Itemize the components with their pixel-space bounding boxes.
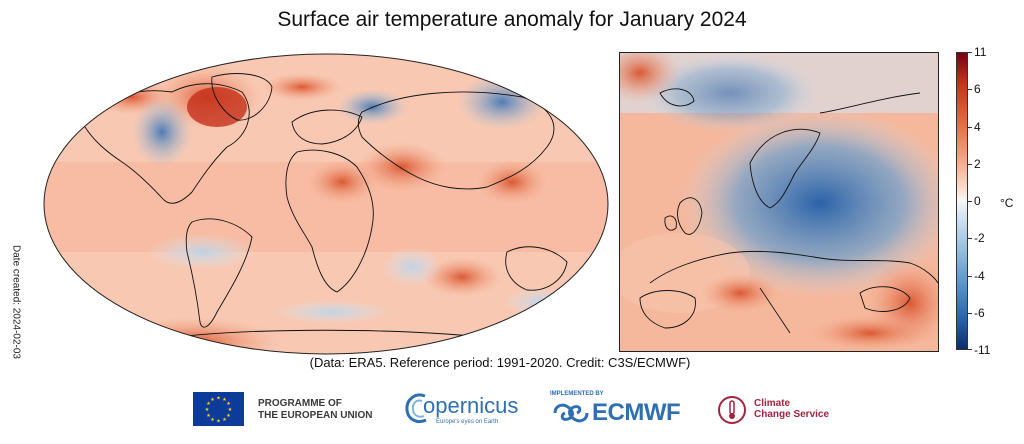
svg-text:★: ★ — [206, 401, 211, 407]
colorbar-tick-label: 0 — [974, 194, 981, 208]
eu-line-2: THE EUROPEAN UNION — [258, 410, 373, 421]
colorbar-unit: °C — [1000, 196, 1014, 210]
date-created-text: Date created: 2024-02-03 — [10, 245, 22, 359]
colorbar-tick-label: -4 — [974, 269, 985, 283]
data-credit-caption: (Data: ERA5. Reference period: 1991-2020… — [309, 355, 691, 370]
colorbar-tick-mark — [968, 349, 972, 350]
colorbar-tick-mark — [968, 52, 972, 53]
colorbar-tick-label: -2 — [974, 231, 985, 245]
thermometer-icon — [718, 396, 746, 424]
colorbar-tick-label: -6 — [974, 306, 985, 320]
date-created-label: Date created: 2024-02-03 — [8, 242, 24, 362]
colorbar-tick-mark — [968, 238, 972, 239]
colorbar-tick-mark — [968, 313, 972, 314]
colorbar-tick-mark — [968, 127, 972, 128]
europe-map-graphic — [620, 53, 938, 351]
ecmwf-wave-icon — [553, 403, 589, 423]
eu-line-1: PROGRAMME OF — [258, 398, 342, 409]
svg-text:★: ★ — [216, 396, 221, 402]
copernicus-tagline: Europe's eyes on Earth — [436, 419, 499, 425]
europe-anomaly-map — [619, 52, 939, 352]
ecmwf-wordmark: ECMWF — [592, 399, 681, 426]
colorbar-tick-mark — [968, 89, 972, 90]
colorbar-tick-mark — [968, 164, 972, 165]
c3s-logo: Climate Change Service — [716, 392, 856, 428]
svg-text:★: ★ — [222, 397, 227, 403]
svg-text:★: ★ — [226, 401, 231, 407]
copernicus-c-icon — [405, 393, 427, 424]
colorbar-tick-mark — [968, 276, 972, 277]
colorbar-tick-label: 4 — [974, 120, 981, 134]
colorbar-tick-label: 11 — [974, 45, 987, 59]
svg-text:★: ★ — [226, 413, 231, 419]
colorbar-tick-label: 6 — [974, 82, 981, 96]
eu-programme-text: PROGRAMME OF THE EUROPEAN UNION — [258, 398, 372, 422]
colorbar-tick-label: -11 — [974, 343, 991, 357]
svg-text:★: ★ — [210, 417, 215, 423]
c3s-line-1: Climate — [754, 398, 791, 409]
svg-text:★: ★ — [222, 417, 227, 423]
svg-text:★: ★ — [216, 419, 221, 425]
copernicus-logo: opernicus Europe's eyes on Earth — [403, 390, 518, 430]
c3s-line-2: Change Service — [754, 409, 830, 420]
copernicus-wordmark: opernicus — [423, 393, 519, 418]
svg-text:★: ★ — [205, 407, 210, 413]
logo-bar: ★ ★ ★ ★ ★ ★ ★ ★ ★ ★ ★ ★ PROGRAMME OF THE… — [0, 388, 1024, 434]
svg-text:★: ★ — [228, 407, 233, 413]
colorbar — [956, 52, 968, 350]
eu-flag-logo: ★ ★ ★ ★ ★ ★ ★ ★ ★ ★ ★ ★ — [193, 392, 244, 426]
colorbar-gradient — [957, 53, 967, 349]
ecmwf-implemented-by: IMPLEMENTED BY — [550, 391, 604, 397]
svg-text:★: ★ — [210, 397, 215, 403]
svg-text:★: ★ — [206, 413, 211, 419]
colorbar-tick-label: 2 — [974, 157, 981, 171]
colorbar-tick-mark — [968, 201, 972, 202]
chart-title: Surface air temperature anomaly for Janu… — [277, 8, 747, 31]
world-anomaly-map — [43, 53, 609, 355]
c3s-wordmark: Climate Change Service — [754, 398, 829, 420]
eu-stars-icon: ★ ★ ★ ★ ★ ★ ★ ★ ★ ★ ★ ★ — [205, 396, 233, 425]
ecmwf-logo: IMPLEMENTED BY ECMWF — [550, 391, 695, 427]
